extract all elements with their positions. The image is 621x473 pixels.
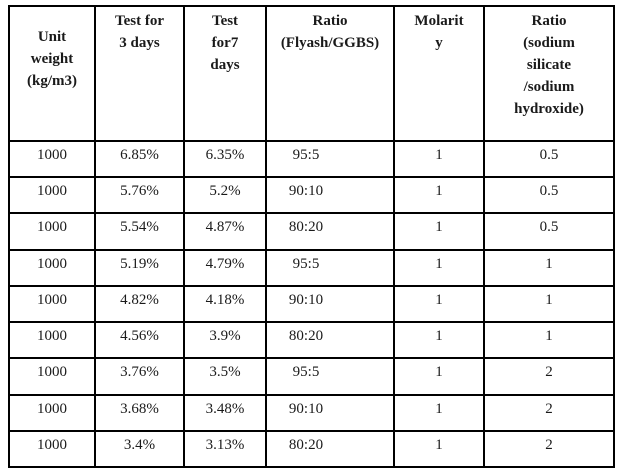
cell-test-7-days: 6.35%: [183, 139, 267, 179]
cell-molarity: 1: [393, 321, 485, 360]
cell-unit-weight: 1000: [8, 429, 96, 469]
cell-molarity: 1: [393, 284, 485, 324]
cell-ratio-silicate-hydroxide: 1: [483, 248, 615, 287]
cell-ratio-flyash-ggbs: 95:5: [265, 357, 395, 396]
cell-ratio-flyash-ggbs: 90:10: [265, 393, 395, 432]
cell-test-7-days: 3.48%: [183, 393, 267, 432]
cell-ratio-flyash-ggbs: 80:20: [265, 429, 395, 469]
header-test-3-days: Test for 3 days: [94, 5, 185, 142]
results-table: Unit weight (kg/m3) Test for 3 days Test…: [8, 5, 615, 469]
cell-unit-weight: 1000: [8, 393, 96, 432]
table-row: 1000 3.4% 3.13% 80:20 1 2: [8, 429, 615, 469]
cell-molarity: 1: [393, 176, 485, 215]
cell-unit-weight: 1000: [8, 321, 96, 360]
cell-unit-weight: 1000: [8, 212, 96, 251]
table-row: 1000 3.76% 3.5% 95:5 1 2: [8, 357, 615, 396]
cell-molarity: 1: [393, 393, 485, 432]
table-row: 1000 5.76% 5.2% 90:10 1 0.5: [8, 176, 615, 215]
cell-test-7-days: 5.2%: [183, 176, 267, 215]
cell-ratio-flyash-ggbs: 80:20: [265, 212, 395, 251]
cell-ratio-flyash-ggbs: 95:5: [265, 248, 395, 287]
cell-unit-weight: 1000: [8, 284, 96, 324]
cell-unit-weight: 1000: [8, 176, 96, 215]
header-ratio-silicate-hydroxide: Ratio (sodium silicate /sodium hydroxide…: [483, 5, 615, 142]
cell-ratio-silicate-hydroxide: 0.5: [483, 212, 615, 251]
cell-test-7-days: 4.87%: [183, 212, 267, 251]
cell-ratio-flyash-ggbs: 90:10: [265, 284, 395, 324]
header-molarity: Molarit y: [393, 5, 485, 142]
cell-ratio-silicate-hydroxide: 1: [483, 321, 615, 360]
cell-molarity: 1: [393, 357, 485, 396]
table-row: 1000 5.54% 4.87% 80:20 1 0.5: [8, 212, 615, 251]
table-row: 1000 6.85% 6.35% 95:5 1 0.5: [8, 139, 615, 179]
header-ratio-flyash-ggbs: Ratio (Flyash/GGBS): [265, 5, 395, 142]
table-row: 1000 3.68% 3.48% 90:10 1 2: [8, 393, 615, 432]
cell-test-3-days: 3.4%: [94, 429, 185, 469]
cell-ratio-flyash-ggbs: 80:20: [265, 321, 395, 360]
table-row: 1000 4.56% 3.9% 80:20 1 1: [8, 321, 615, 360]
cell-ratio-flyash-ggbs: 95:5: [265, 139, 395, 179]
cell-molarity: 1: [393, 429, 485, 469]
cell-ratio-silicate-hydroxide: 0.5: [483, 176, 615, 215]
cell-unit-weight: 1000: [8, 139, 96, 179]
cell-ratio-silicate-hydroxide: 1: [483, 284, 615, 324]
cell-ratio-silicate-hydroxide: 2: [483, 429, 615, 469]
header-test-7-days: Test for7 days: [183, 5, 267, 142]
cell-test-3-days: 3.76%: [94, 357, 185, 396]
cell-test-3-days: 6.85%: [94, 139, 185, 179]
header-unit-weight: Unit weight (kg/m3): [8, 5, 96, 142]
cell-test-3-days: 3.68%: [94, 393, 185, 432]
cell-test-3-days: 4.82%: [94, 284, 185, 324]
header-row: Unit weight (kg/m3) Test for 3 days Test…: [8, 5, 615, 142]
cell-test-3-days: 4.56%: [94, 321, 185, 360]
cell-test-7-days: 4.79%: [183, 248, 267, 287]
cell-ratio-silicate-hydroxide: 2: [483, 393, 615, 432]
cell-test-7-days: 3.5%: [183, 357, 267, 396]
table-body: 1000 6.85% 6.35% 95:5 1 0.5 1000 5.76% 5…: [8, 139, 615, 469]
table-row: 1000 4.82% 4.18% 90:10 1 1: [8, 284, 615, 324]
cell-molarity: 1: [393, 139, 485, 179]
cell-ratio-silicate-hydroxide: 0.5: [483, 139, 615, 179]
cell-molarity: 1: [393, 248, 485, 287]
cell-test-3-days: 5.19%: [94, 248, 185, 287]
cell-unit-weight: 1000: [8, 357, 96, 396]
cell-test-7-days: 3.13%: [183, 429, 267, 469]
cell-ratio-silicate-hydroxide: 2: [483, 357, 615, 396]
cell-molarity: 1: [393, 212, 485, 251]
cell-test-7-days: 3.9%: [183, 321, 267, 360]
cell-ratio-flyash-ggbs: 90:10: [265, 176, 395, 215]
cell-test-3-days: 5.76%: [94, 176, 185, 215]
cell-test-7-days: 4.18%: [183, 284, 267, 324]
cell-test-3-days: 5.54%: [94, 212, 185, 251]
cell-unit-weight: 1000: [8, 248, 96, 287]
table-row: 1000 5.19% 4.79% 95:5 1 1: [8, 248, 615, 287]
